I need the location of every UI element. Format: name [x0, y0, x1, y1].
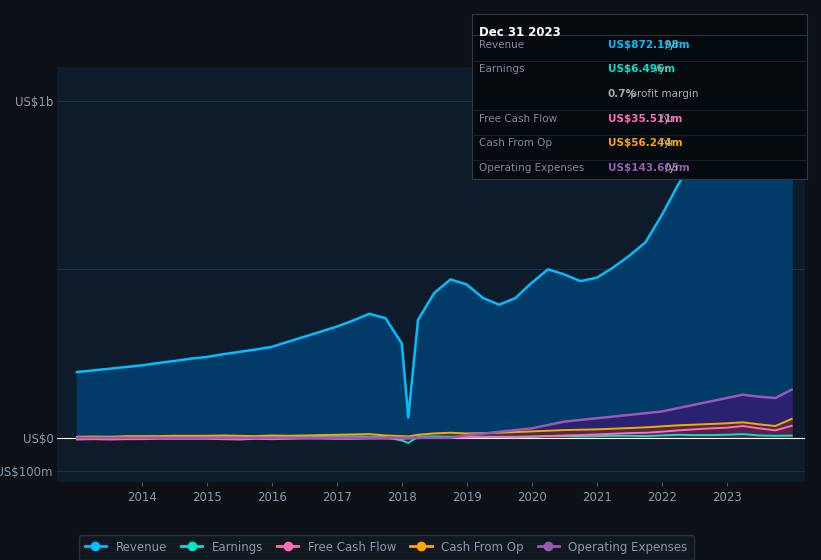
Text: Cash From Op: Cash From Op [479, 138, 552, 148]
Text: US$56.244m: US$56.244m [608, 138, 682, 148]
Text: US$872.198m: US$872.198m [608, 40, 689, 50]
Text: Earnings: Earnings [479, 64, 524, 74]
Text: Free Cash Flow: Free Cash Flow [479, 114, 557, 124]
Text: US$6.496m: US$6.496m [608, 64, 675, 74]
Text: /yr: /yr [662, 163, 679, 173]
Text: profit margin: profit margin [627, 89, 699, 99]
Text: US$35.511m: US$35.511m [608, 114, 682, 124]
Text: 0.7%: 0.7% [608, 89, 636, 99]
Text: /yr: /yr [652, 64, 669, 74]
Text: /yr: /yr [662, 40, 679, 50]
Text: US$143.605m: US$143.605m [608, 163, 690, 173]
Text: Dec 31 2023: Dec 31 2023 [479, 26, 561, 39]
Legend: Revenue, Earnings, Free Cash Flow, Cash From Op, Operating Expenses: Revenue, Earnings, Free Cash Flow, Cash … [79, 535, 694, 560]
Text: Operating Expenses: Operating Expenses [479, 163, 584, 173]
Text: Revenue: Revenue [479, 40, 524, 50]
Text: /yr: /yr [657, 114, 674, 124]
Text: /yr: /yr [657, 138, 674, 148]
